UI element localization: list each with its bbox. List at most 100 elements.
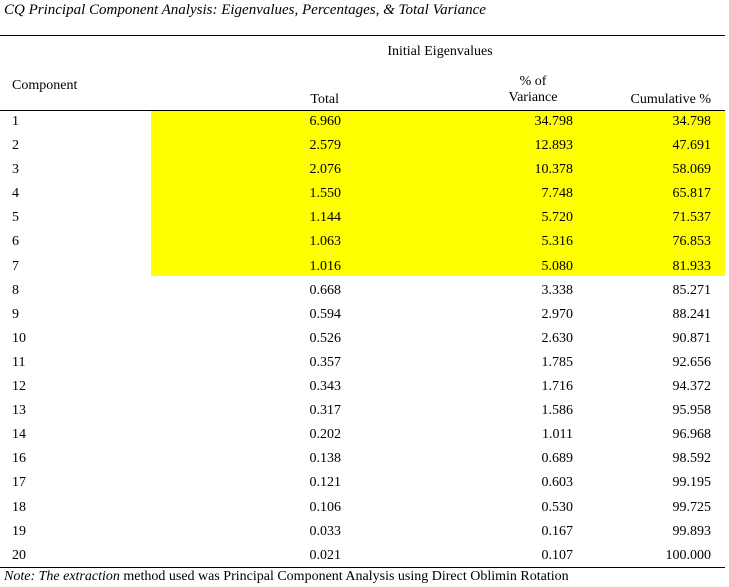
cell-component: 2 xyxy=(12,138,19,154)
cell-total: 0.021 xyxy=(309,547,342,563)
cell-variance: 0.603 xyxy=(541,475,574,491)
cell-cumulative: 34.798 xyxy=(672,114,712,129)
column-header-variance: % of Variance xyxy=(493,74,573,106)
cell-cumulative: 71.537 xyxy=(672,210,712,226)
cell-total: 0.594 xyxy=(309,306,342,322)
cell-variance: 3.338 xyxy=(541,282,574,298)
table-row: 5 1.144 5.720 71.537 xyxy=(0,207,725,231)
table-row: 7 1.016 5.080 81.933 xyxy=(0,256,725,280)
cell-cumulative: 96.968 xyxy=(672,427,712,443)
column-header-total: Total xyxy=(310,92,339,107)
cell-variance: 1.011 xyxy=(542,427,573,443)
cell-component: 17 xyxy=(12,475,26,491)
table-row: 8 0.668 3.338 85.271 xyxy=(0,280,725,304)
retained-components-highlight xyxy=(151,111,725,276)
cell-component: 20 xyxy=(12,547,26,563)
cell-variance: 34.798 xyxy=(534,114,574,129)
cell-cumulative: 95.958 xyxy=(672,403,712,419)
table-body: 1 6.960 34.798 34.798 2 2.579 12.893 47.691 3 2.0… xyxy=(0,111,725,569)
table-row: 13 0.317 1.586 95.958 xyxy=(0,400,725,424)
cell-cumulative: 92.656 xyxy=(672,354,712,370)
cell-variance: 5.080 xyxy=(541,258,574,274)
table-row: 11 0.357 1.785 92.656 xyxy=(0,352,725,376)
cell-cumulative: 76.853 xyxy=(672,234,712,250)
cell-variance: 10.378 xyxy=(534,162,574,178)
note-italic: Note: The extraction xyxy=(4,569,120,584)
cell-component: 19 xyxy=(12,523,26,539)
column-header-cumulative: Cumulative % xyxy=(630,92,712,107)
cell-total: 1.550 xyxy=(309,186,342,202)
cell-total: 0.202 xyxy=(309,427,342,443)
cell-component: 14 xyxy=(12,427,26,443)
table-row: 4 1.550 7.748 65.817 xyxy=(0,183,725,207)
table-row: 19 0.033 0.167 99.893 xyxy=(0,521,725,545)
cell-cumulative: 99.893 xyxy=(672,523,712,539)
cell-component: 11 xyxy=(12,354,26,370)
cell-total: 0.317 xyxy=(309,403,342,419)
cell-component: 7 xyxy=(12,258,19,274)
cell-variance: 5.316 xyxy=(541,234,574,250)
top-rule xyxy=(0,35,725,36)
cell-cumulative: 99.725 xyxy=(672,499,712,515)
cell-variance: 0.689 xyxy=(541,451,574,467)
note-text: method used was Principal Component Anal… xyxy=(119,569,569,584)
header-rule xyxy=(0,110,725,111)
cell-total: 1.016 xyxy=(309,258,342,274)
cell-component: 1 xyxy=(12,114,19,129)
cell-total: 0.357 xyxy=(309,354,342,370)
cell-variance: 5.720 xyxy=(541,210,574,226)
group-header: Initial Eigenvalues xyxy=(387,44,493,59)
cell-cumulative: 58.069 xyxy=(672,162,712,178)
table-row: 12 0.343 1.716 94.372 xyxy=(0,376,725,400)
cell-component: 10 xyxy=(12,330,26,346)
cell-component: 4 xyxy=(12,186,19,202)
table-row: 14 0.202 1.011 96.968 xyxy=(0,424,725,448)
cell-total: 0.526 xyxy=(309,330,342,346)
cell-cumulative: 81.933 xyxy=(672,258,712,274)
cell-cumulative: 98.592 xyxy=(672,451,712,467)
cell-variance: 12.893 xyxy=(534,138,574,154)
cell-cumulative: 65.817 xyxy=(672,186,712,202)
cell-component: 16 xyxy=(12,451,26,467)
cell-total: 0.106 xyxy=(309,499,342,515)
cell-total: 6.960 xyxy=(309,114,342,129)
cell-component: 12 xyxy=(12,379,26,395)
table-row: 9 0.594 2.970 88.241 xyxy=(0,304,725,328)
table-row: 10 0.526 2.630 90.871 xyxy=(0,328,725,352)
table-row: 6 1.063 5.316 76.853 xyxy=(0,231,725,255)
cell-cumulative: 90.871 xyxy=(672,330,712,346)
cell-variance: 2.970 xyxy=(541,306,574,322)
cell-total: 1.144 xyxy=(309,210,342,226)
column-header-variance-line1: % of xyxy=(519,74,547,89)
cell-variance: 1.586 xyxy=(541,403,574,419)
cell-cumulative: 88.241 xyxy=(672,306,712,322)
cell-total: 0.138 xyxy=(309,451,342,467)
table-row: 3 2.076 10.378 58.069 xyxy=(0,159,725,183)
cell-variance: 2.630 xyxy=(541,330,574,346)
cell-variance: 0.167 xyxy=(541,523,574,539)
cell-component: 13 xyxy=(12,403,26,419)
table-row: 20 0.021 0.107 100.000 xyxy=(0,545,725,569)
cell-component: 9 xyxy=(12,306,19,322)
cell-total: 0.343 xyxy=(309,379,342,395)
table-row: 18 0.106 0.530 99.725 xyxy=(0,497,725,521)
cell-variance: 1.785 xyxy=(541,354,574,370)
cell-cumulative: 100.000 xyxy=(665,547,712,563)
cell-total: 1.063 xyxy=(309,234,342,250)
table-row: 2 2.579 12.893 47.691 xyxy=(0,135,725,159)
cell-variance: 0.107 xyxy=(541,547,574,563)
cell-cumulative: 99.195 xyxy=(672,475,712,491)
table-row: 17 0.121 0.603 99.195 xyxy=(0,472,725,496)
table-row: 1 6.960 34.798 34.798 xyxy=(0,111,725,135)
cell-cumulative: 94.372 xyxy=(672,379,712,395)
cell-total: 2.076 xyxy=(309,162,342,178)
column-header-variance-line2: Variance xyxy=(508,90,558,105)
cell-total: 2.579 xyxy=(309,138,342,154)
cell-cumulative: 85.271 xyxy=(672,282,712,298)
cell-cumulative: 47.691 xyxy=(672,138,712,154)
cell-variance: 0.530 xyxy=(541,499,574,515)
cell-component: 8 xyxy=(12,282,19,298)
table-note: Note: The extraction method used was Pri… xyxy=(4,569,569,585)
cell-total: 0.668 xyxy=(309,282,342,298)
cell-component: 18 xyxy=(12,499,26,515)
